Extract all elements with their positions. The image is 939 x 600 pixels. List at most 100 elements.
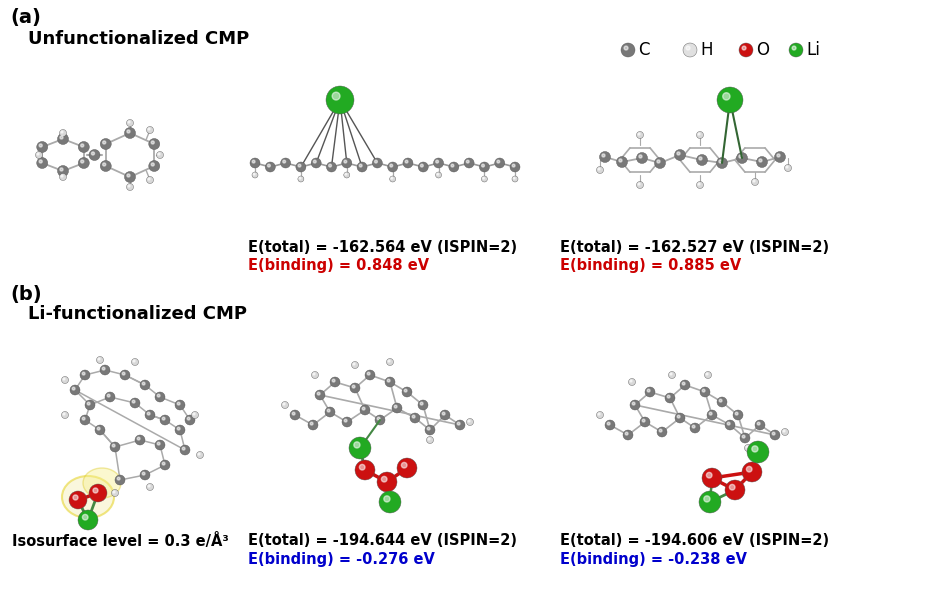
Ellipse shape	[83, 468, 121, 498]
Circle shape	[63, 378, 65, 380]
Circle shape	[73, 495, 78, 500]
Text: E(binding) = -0.276 eV: E(binding) = -0.276 eV	[248, 552, 435, 567]
Circle shape	[388, 162, 397, 172]
Circle shape	[80, 415, 90, 425]
Circle shape	[468, 420, 470, 422]
Circle shape	[723, 93, 730, 100]
Circle shape	[742, 435, 745, 438]
Circle shape	[342, 158, 352, 168]
Circle shape	[677, 415, 680, 418]
Circle shape	[117, 477, 120, 480]
Circle shape	[637, 131, 643, 139]
Circle shape	[697, 154, 707, 166]
Circle shape	[158, 153, 160, 155]
Circle shape	[78, 157, 89, 169]
Circle shape	[736, 152, 747, 163]
Circle shape	[61, 377, 69, 383]
Circle shape	[330, 377, 340, 387]
Circle shape	[127, 174, 130, 177]
Circle shape	[142, 472, 145, 475]
Circle shape	[630, 400, 640, 410]
Circle shape	[377, 417, 380, 420]
Circle shape	[196, 451, 204, 458]
Circle shape	[683, 43, 697, 57]
Circle shape	[638, 183, 640, 185]
Circle shape	[127, 184, 133, 191]
Circle shape	[637, 181, 643, 188]
Circle shape	[377, 472, 397, 492]
Circle shape	[91, 152, 95, 155]
Circle shape	[598, 168, 600, 170]
Circle shape	[162, 462, 165, 465]
Circle shape	[157, 394, 160, 397]
Circle shape	[365, 370, 375, 380]
Circle shape	[308, 420, 318, 430]
Circle shape	[357, 162, 367, 172]
Circle shape	[686, 46, 690, 50]
Circle shape	[100, 365, 110, 375]
Circle shape	[784, 164, 792, 172]
Circle shape	[59, 130, 67, 136]
Circle shape	[512, 176, 518, 182]
Circle shape	[608, 422, 610, 425]
Circle shape	[436, 160, 439, 163]
Circle shape	[81, 144, 84, 147]
Circle shape	[100, 160, 111, 172]
Circle shape	[665, 393, 675, 403]
Circle shape	[142, 382, 145, 385]
Circle shape	[155, 440, 165, 450]
Circle shape	[93, 488, 98, 493]
Circle shape	[670, 373, 672, 375]
Circle shape	[112, 490, 118, 497]
Circle shape	[177, 427, 180, 430]
Circle shape	[384, 496, 390, 502]
Circle shape	[602, 154, 605, 157]
Circle shape	[345, 419, 347, 422]
Circle shape	[133, 360, 135, 362]
Circle shape	[98, 427, 100, 430]
Circle shape	[130, 398, 140, 408]
Circle shape	[281, 158, 290, 168]
Circle shape	[421, 164, 423, 167]
Circle shape	[349, 437, 371, 459]
Text: E(total) = -194.644 eV (ISPIN=2): E(total) = -194.644 eV (ISPIN=2)	[248, 533, 517, 548]
Circle shape	[160, 460, 170, 470]
Circle shape	[310, 422, 313, 425]
Circle shape	[61, 175, 63, 177]
Circle shape	[252, 172, 258, 178]
Text: C: C	[638, 41, 650, 59]
Circle shape	[404, 389, 407, 392]
Circle shape	[482, 176, 487, 182]
Circle shape	[706, 373, 708, 375]
Circle shape	[692, 425, 695, 428]
Circle shape	[360, 464, 365, 470]
Circle shape	[60, 168, 63, 171]
Circle shape	[146, 127, 153, 133]
Circle shape	[70, 385, 80, 395]
Circle shape	[140, 470, 150, 480]
Circle shape	[160, 415, 170, 425]
Circle shape	[596, 412, 604, 419]
Circle shape	[699, 157, 702, 160]
Circle shape	[753, 180, 755, 182]
Circle shape	[102, 367, 105, 370]
Circle shape	[187, 417, 190, 420]
Circle shape	[752, 446, 758, 452]
Circle shape	[739, 43, 753, 57]
Circle shape	[755, 420, 765, 430]
Circle shape	[177, 402, 180, 405]
Circle shape	[702, 468, 722, 488]
Circle shape	[175, 425, 185, 435]
Circle shape	[757, 157, 767, 167]
Circle shape	[412, 415, 415, 418]
Circle shape	[89, 149, 100, 160]
Circle shape	[621, 43, 635, 57]
Circle shape	[777, 154, 780, 157]
Circle shape	[455, 420, 465, 430]
Circle shape	[311, 158, 321, 168]
Circle shape	[146, 176, 153, 184]
Circle shape	[514, 178, 515, 179]
Circle shape	[390, 176, 395, 182]
Circle shape	[512, 164, 515, 167]
Text: Li-functionalized CMP: Li-functionalized CMP	[28, 305, 247, 323]
